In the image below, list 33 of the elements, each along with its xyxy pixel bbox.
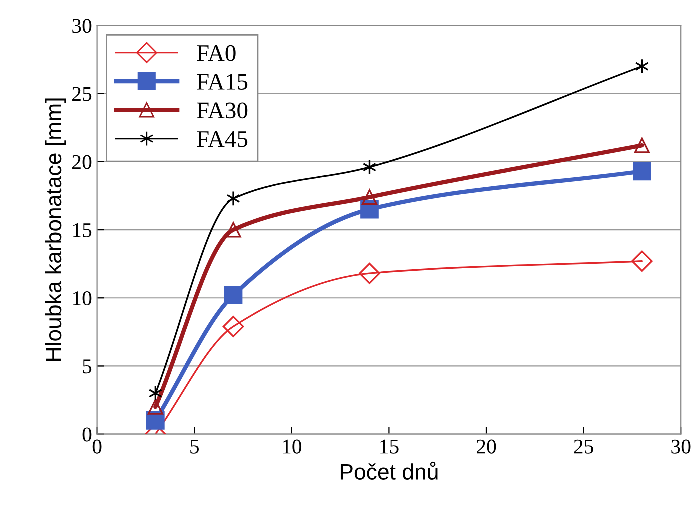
y-tick-label: 25 — [72, 87, 92, 102]
legend-label: FA0 — [197, 45, 236, 62]
point — [635, 58, 650, 74]
y-tick-label: 0 — [82, 428, 92, 442]
point — [362, 190, 378, 206]
x-tick-label: 30 — [672, 440, 691, 454]
point — [362, 160, 377, 176]
y-tick-label: 15 — [73, 223, 92, 238]
x-axis-title: Počet dnů — [340, 462, 438, 480]
legend-label: FA30 — [197, 102, 248, 119]
x-tick-label: 20 — [477, 440, 496, 454]
point — [226, 222, 242, 238]
point — [633, 162, 652, 181]
legend-label: FA15 — [197, 74, 248, 90]
point — [632, 250, 653, 272]
point — [148, 386, 163, 402]
x-tick-label: 15 — [380, 440, 399, 454]
point — [222, 316, 244, 338]
y-tick-label: 30 — [72, 19, 92, 34]
point — [148, 399, 164, 415]
point — [634, 138, 650, 154]
y-tick-label: 20 — [72, 155, 92, 170]
x-tick-label: 0 — [92, 440, 102, 454]
y-tick-label: 5 — [83, 360, 92, 374]
legend-label: FA45 — [197, 131, 248, 148]
point — [359, 262, 380, 284]
point — [224, 286, 243, 305]
y-axis-title: Hloubka karbonatace [mm] — [45, 98, 66, 361]
x-tick-label: 25 — [574, 440, 594, 454]
point — [226, 190, 240, 206]
y-tick-label: 10 — [73, 291, 92, 306]
x-tick-label: 10 — [283, 440, 302, 454]
x-tick-label: 5 — [190, 440, 199, 454]
